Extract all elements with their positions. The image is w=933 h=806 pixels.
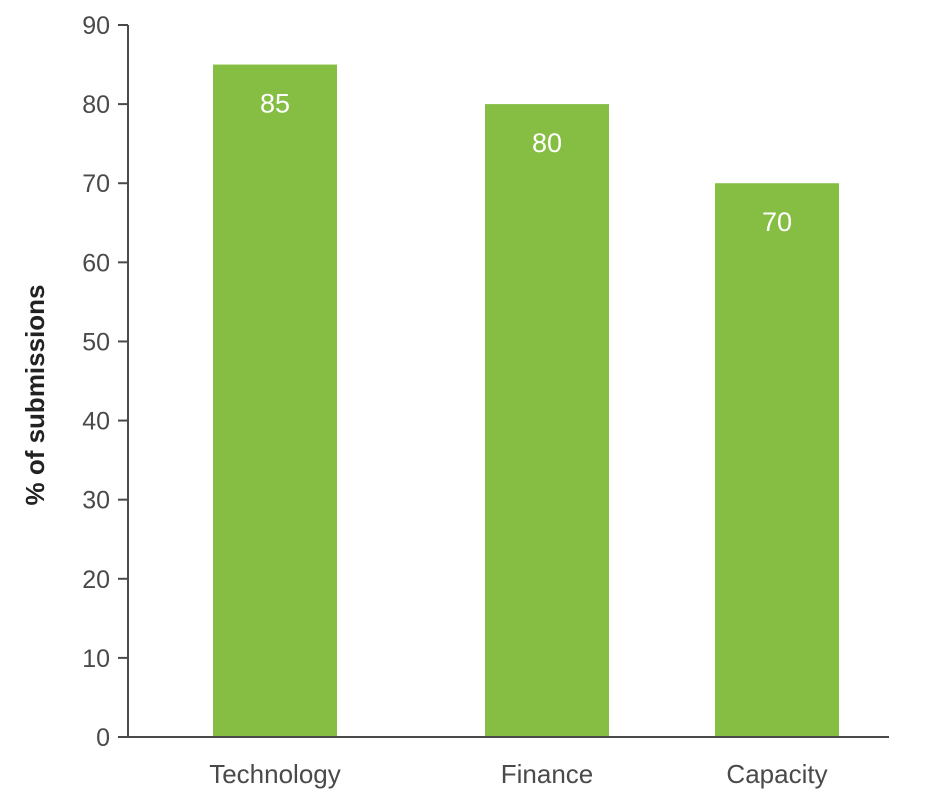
- y-tick-label: 80: [82, 91, 110, 119]
- y-tick-label: 70: [82, 170, 110, 198]
- bars: 85 80 70: [213, 64, 839, 738]
- bar-capacity: [715, 183, 839, 737]
- y-tick-label: 10: [82, 645, 110, 673]
- data-label: 80: [532, 128, 562, 158]
- bar-finance: [485, 104, 609, 738]
- bar-technology: [213, 64, 337, 738]
- y-tick-label: 40: [82, 408, 110, 436]
- y-tick-label: 90: [82, 12, 110, 40]
- x-tick-label: Technology: [209, 759, 341, 789]
- y-axis: 0 10 20 30 40 50 60 70 80 90: [82, 12, 129, 752]
- y-tick-label: 30: [82, 487, 110, 515]
- y-tick-label: 60: [82, 249, 110, 277]
- x-tick-label: Finance: [501, 759, 594, 789]
- y-tick-label: 20: [82, 566, 110, 594]
- y-tick-label: 50: [82, 328, 110, 356]
- x-tick-label: Capacity: [726, 759, 827, 789]
- x-axis: Technology Finance Capacity: [128, 736, 889, 789]
- data-label: 70: [762, 207, 792, 237]
- y-axis-label: % of submissions: [20, 284, 50, 505]
- y-tick-label: 0: [96, 724, 110, 752]
- data-label: 85: [260, 89, 290, 119]
